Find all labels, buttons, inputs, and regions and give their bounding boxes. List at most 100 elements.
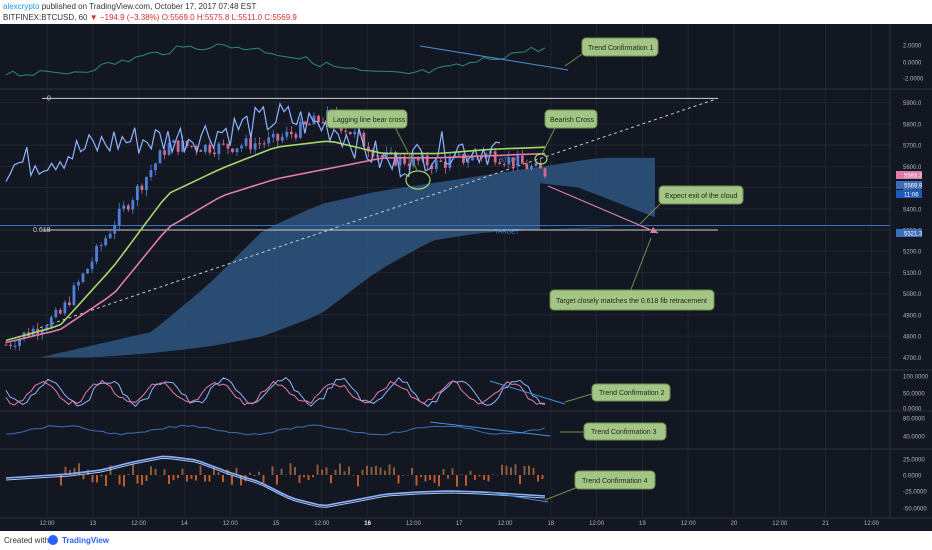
histogram-bar [109,465,112,475]
candle-body [280,136,284,141]
histogram-bar [343,471,346,475]
indicator-tick-label: 25.0000 [903,458,925,464]
price-tick-label: 5100.0 [903,271,922,277]
price-tick-label: 4800.0 [903,335,922,341]
callout-lagging-text: Lagging line bear cross [333,117,406,124]
candle-body [68,302,71,306]
candle-body [126,205,130,210]
callout-trend-confirmation-4[interactable]: Trend Confirmation 4 [574,470,656,490]
histogram-bar [307,475,310,480]
price-tick-label: 5900.0 [903,101,922,107]
histogram-bar [370,466,373,475]
time-tick-label: 12:00 [681,521,697,527]
candle-body [77,281,80,286]
candle-body [425,155,429,166]
candle-body [353,131,357,135]
candle-body [72,285,76,306]
candle-body [222,143,225,145]
candle-body [303,121,307,125]
histogram-bar [64,466,67,475]
candle-body [394,152,397,166]
tradingview-link[interactable]: TradingView [62,536,109,545]
callout-trend-confirmation-2[interactable]: Trend Confirmation 2 [591,383,671,402]
candle-body [271,133,275,138]
time-tick-label: 14 [181,521,188,527]
histogram-bar [96,475,98,483]
time-tick-label: 17 [456,521,463,527]
time-tick-label: 12:00 [589,521,605,527]
candle-body [462,154,465,163]
histogram-bar [487,475,490,482]
countdown-tag [896,190,922,198]
candle-body [362,132,366,147]
time-tick-label: 16 [364,521,371,527]
indicator-tick-label: -25.0000 [903,490,927,496]
time-tick-label: 12:00 [131,521,147,527]
callout-exit-cloud[interactable]: Expect exit of the cloud [658,185,744,205]
histogram-bar [168,475,170,485]
countdown: 11:06 [904,193,919,199]
rsi-line-pink [5,379,546,406]
macd-histogram [60,463,544,487]
histogram-bar [123,475,125,487]
candle-body [348,131,352,135]
candle-body [366,146,370,152]
callout-trend-confirmation-3[interactable]: Trend Confirmation 3 [583,422,667,441]
histogram-bar [433,475,436,483]
time-tick-label: 12:00 [314,521,330,527]
histogram-bar [474,475,476,480]
candle-body [122,205,126,209]
candle-body [434,160,438,170]
indicator-tick-label: 80.0000 [903,417,925,423]
divergence-line-1[interactable] [419,45,569,71]
low-value: L:5511.0 [231,13,263,22]
callout-bearish-cross[interactable]: Bearish Cross [544,109,598,129]
histogram-bar [519,475,521,485]
candle-body [448,157,452,168]
candle-body [321,122,325,124]
histogram-bar [231,475,233,485]
indicator-tick-label: -50.0000 [903,507,927,513]
histogram-bar [375,465,377,475]
open-value: O:5569.0 [161,13,195,22]
candle-body [457,154,461,156]
candle-body [104,238,108,246]
divergence-line-4[interactable] [487,491,549,503]
candle-body [312,115,316,125]
target-label: TARGET [495,229,519,235]
candle-body [58,309,62,314]
diagonal-trendline[interactable] [39,97,719,329]
divergence-line-2[interactable] [489,380,566,405]
histogram-bar [415,475,418,486]
fib-level-618-label: 0.618 [33,227,51,234]
callout-trend-confirmation-1[interactable]: Trend Confirmation 1 [581,37,659,57]
candle-body [226,143,230,149]
histogram-bar [483,475,485,480]
callout-lagging-line[interactable]: Lagging line bear cross [326,109,408,129]
histogram-bar [438,475,440,487]
candle-body [398,156,402,166]
chart-canvas[interactable]: 0 0.618 TARGET STOP 5900.05800.05700.056… [0,24,932,531]
callout-target-fib[interactable]: Target closely matches the 0.618 fib ret… [549,289,715,311]
histogram-bar [249,472,251,475]
histogram-bar [330,475,332,484]
histogram-bar [298,475,301,483]
candle-body [389,152,393,154]
divergence-line-3[interactable] [429,421,551,437]
candle-body [95,246,98,262]
histogram-bar [420,475,422,478]
histogram-bar [501,464,503,475]
callout-trend4-pointer [544,486,579,501]
histogram-bar [262,475,265,483]
time-axis[interactable]: 12:00 13 12:00 14 12:00 15 12:00 16 12:00 17 12:00… [39,521,879,527]
symbol-label[interactable]: BITFINEX:BTCUSD, 60 [3,13,88,22]
candle-body [539,162,542,169]
candle-body [190,145,194,147]
histogram-bar [451,468,454,475]
callout-lagging-pointer [394,126,419,173]
time-tick-label: 12:00 [864,521,880,527]
histogram-bar [69,470,71,475]
author-link[interactable]: alexcrypto [3,2,40,11]
candle-body [163,150,166,155]
histogram-bar [456,475,458,487]
